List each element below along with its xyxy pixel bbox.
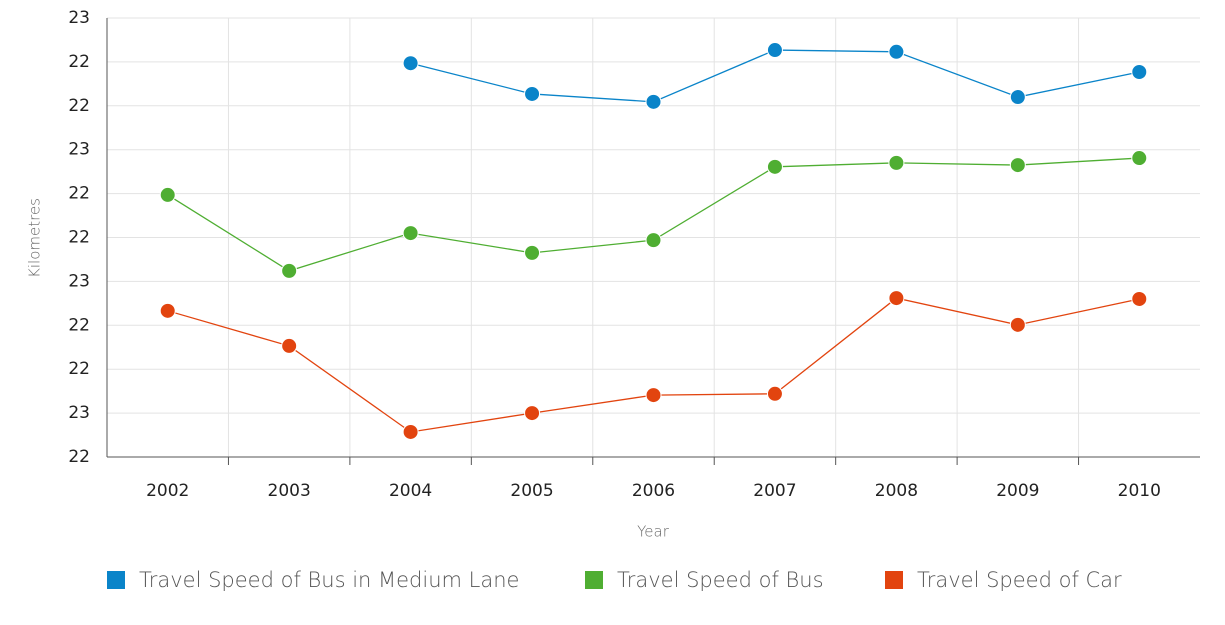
data-point	[888, 290, 905, 307]
data-point	[888, 43, 905, 60]
legend-label: Travel Speed of Bus	[617, 568, 824, 592]
x-tick-label: 2004	[389, 481, 432, 501]
data-point	[1009, 157, 1026, 174]
data-point	[402, 55, 419, 72]
legend-swatch	[107, 571, 125, 589]
data-point	[1131, 150, 1148, 167]
x-axis-title: Year	[637, 523, 670, 541]
y-tick-label: 23	[68, 403, 90, 423]
x-tick-label: 2003	[268, 481, 311, 501]
series-line	[167, 157, 1140, 272]
series-line	[167, 297, 1140, 433]
data-point	[281, 337, 298, 354]
x-tick-label: 2005	[510, 481, 553, 501]
x-tick-label: 2008	[875, 481, 918, 501]
y-tick-label: 23	[68, 271, 90, 291]
data-point	[159, 302, 176, 319]
x-tick-label: 2007	[753, 481, 796, 501]
x-tick-label: 2006	[632, 481, 675, 501]
x-tick-label: 2009	[996, 481, 1039, 501]
x-tick-label: 2010	[1118, 481, 1161, 501]
data-point	[524, 85, 541, 102]
y-tick-label: 22	[68, 359, 90, 379]
data-point	[1009, 316, 1026, 333]
data-point	[645, 387, 662, 404]
y-tick-label: 22	[68, 228, 90, 248]
data-point	[888, 154, 905, 171]
y-tick-label: 22	[68, 52, 90, 72]
x-tick-label: 2002	[146, 481, 189, 501]
data-point	[402, 225, 419, 242]
data-point	[1131, 290, 1148, 307]
y-axis-title: Kilometres	[26, 198, 44, 278]
data-point	[1131, 63, 1148, 80]
data-point	[1009, 89, 1026, 106]
data-point	[766, 158, 783, 175]
data-point	[645, 93, 662, 110]
data-point	[524, 405, 541, 422]
legend-swatch	[885, 571, 903, 589]
data-point	[159, 186, 176, 203]
y-tick-label: 22	[68, 184, 90, 204]
y-tick-label: 22	[68, 447, 90, 467]
legend-label: Travel Speed of Car	[917, 568, 1122, 592]
data-point	[281, 262, 298, 279]
data-point	[645, 232, 662, 249]
data-point	[402, 423, 419, 440]
y-tick-label: 23	[68, 8, 90, 28]
y-tick-label: 23	[68, 140, 90, 160]
data-point	[766, 42, 783, 59]
data-point	[524, 244, 541, 261]
legend-label: Travel Speed of Bus in Medium Lane	[139, 568, 519, 592]
y-tick-label: 22	[68, 96, 90, 116]
y-tick-label: 22	[68, 315, 90, 335]
legend-swatch	[585, 571, 603, 589]
data-point	[766, 385, 783, 402]
